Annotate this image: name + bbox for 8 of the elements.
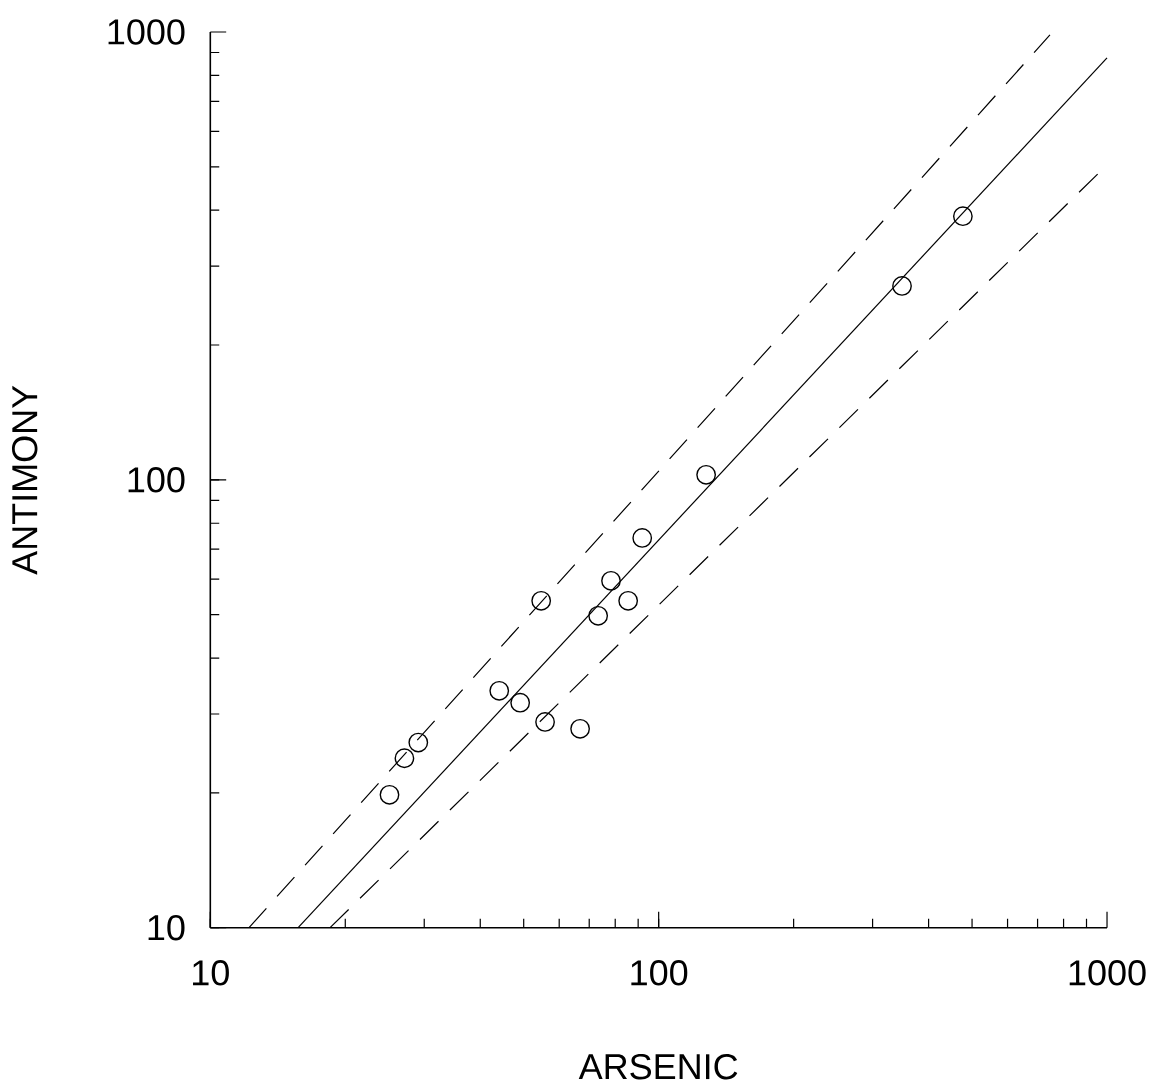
x-tick-label: 10 [193, 959, 229, 986]
x-tick-label: 100 [631, 959, 688, 986]
x-tick-label: 1000 [1069, 959, 1146, 986]
y-axis-title: ANTIMONY [11, 385, 38, 575]
y-tick-label: 1000 [108, 19, 185, 45]
y-tick-label: 100 [128, 466, 185, 493]
y-tick-label: 10 [148, 914, 185, 941]
x-axis-title: ARSENIC [578, 1053, 738, 1080]
